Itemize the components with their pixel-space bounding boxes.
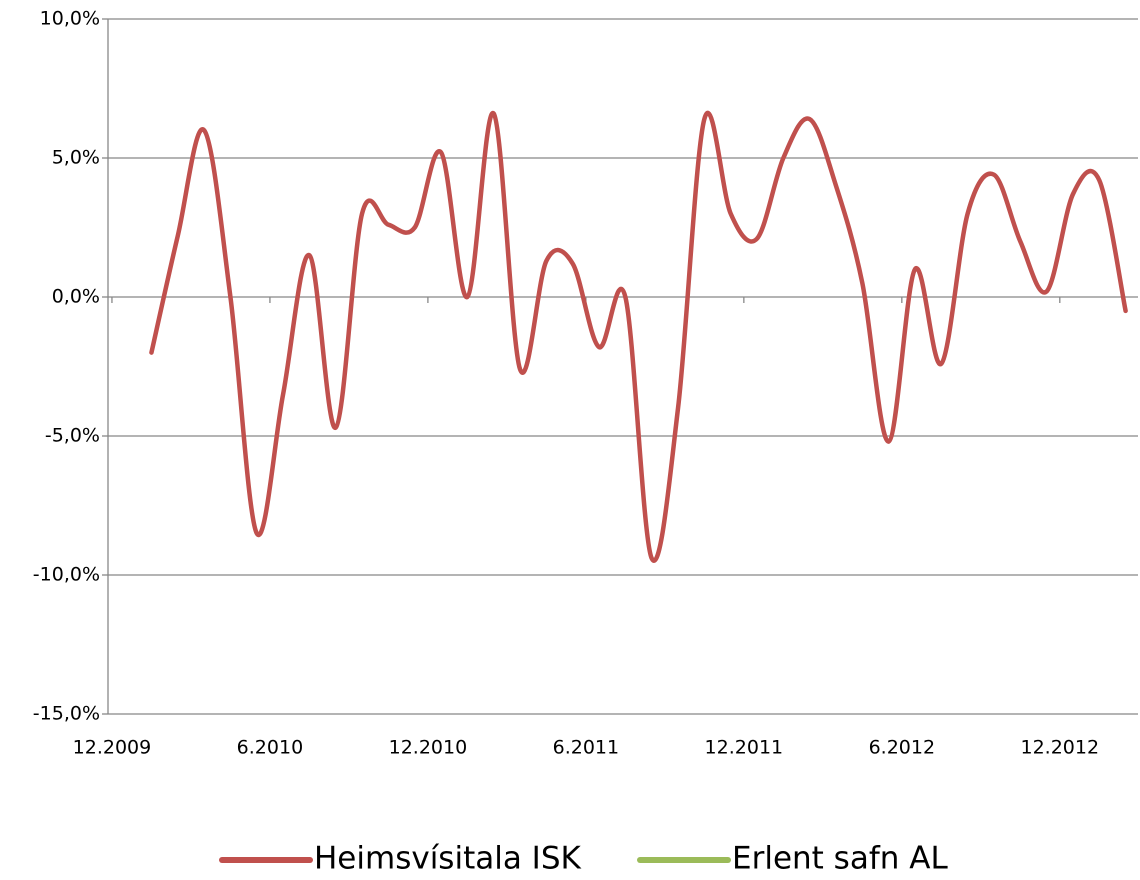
y-tick-label: 0,0% bbox=[52, 286, 100, 308]
y-tick-label: -5,0% bbox=[45, 425, 100, 447]
y-tick-label: 5,0% bbox=[52, 147, 100, 169]
y-tick-label: -10,0% bbox=[33, 564, 100, 586]
series-line bbox=[149, 110, 1128, 563]
legend-label: Erlent safn AL bbox=[732, 841, 948, 877]
y-tick-label: 10,0% bbox=[40, 8, 100, 30]
x-tick-label: 6.2010 bbox=[237, 737, 303, 759]
x-tick-label: 6.2012 bbox=[869, 737, 935, 759]
x-tick-label: 6.2011 bbox=[553, 737, 619, 759]
y-tick-label: -15,0% bbox=[33, 703, 100, 725]
x-tick-label: 12.2012 bbox=[1021, 737, 1100, 759]
x-tick-label: 12.2010 bbox=[389, 737, 468, 759]
legend-label: Heimsvísitala ISK bbox=[314, 841, 582, 877]
x-tick-label: 12.2009 bbox=[73, 737, 152, 759]
x-tick-label: 12.2011 bbox=[705, 737, 784, 759]
legend: Heimsvísitala ISK Erlent safn AL bbox=[219, 841, 948, 877]
